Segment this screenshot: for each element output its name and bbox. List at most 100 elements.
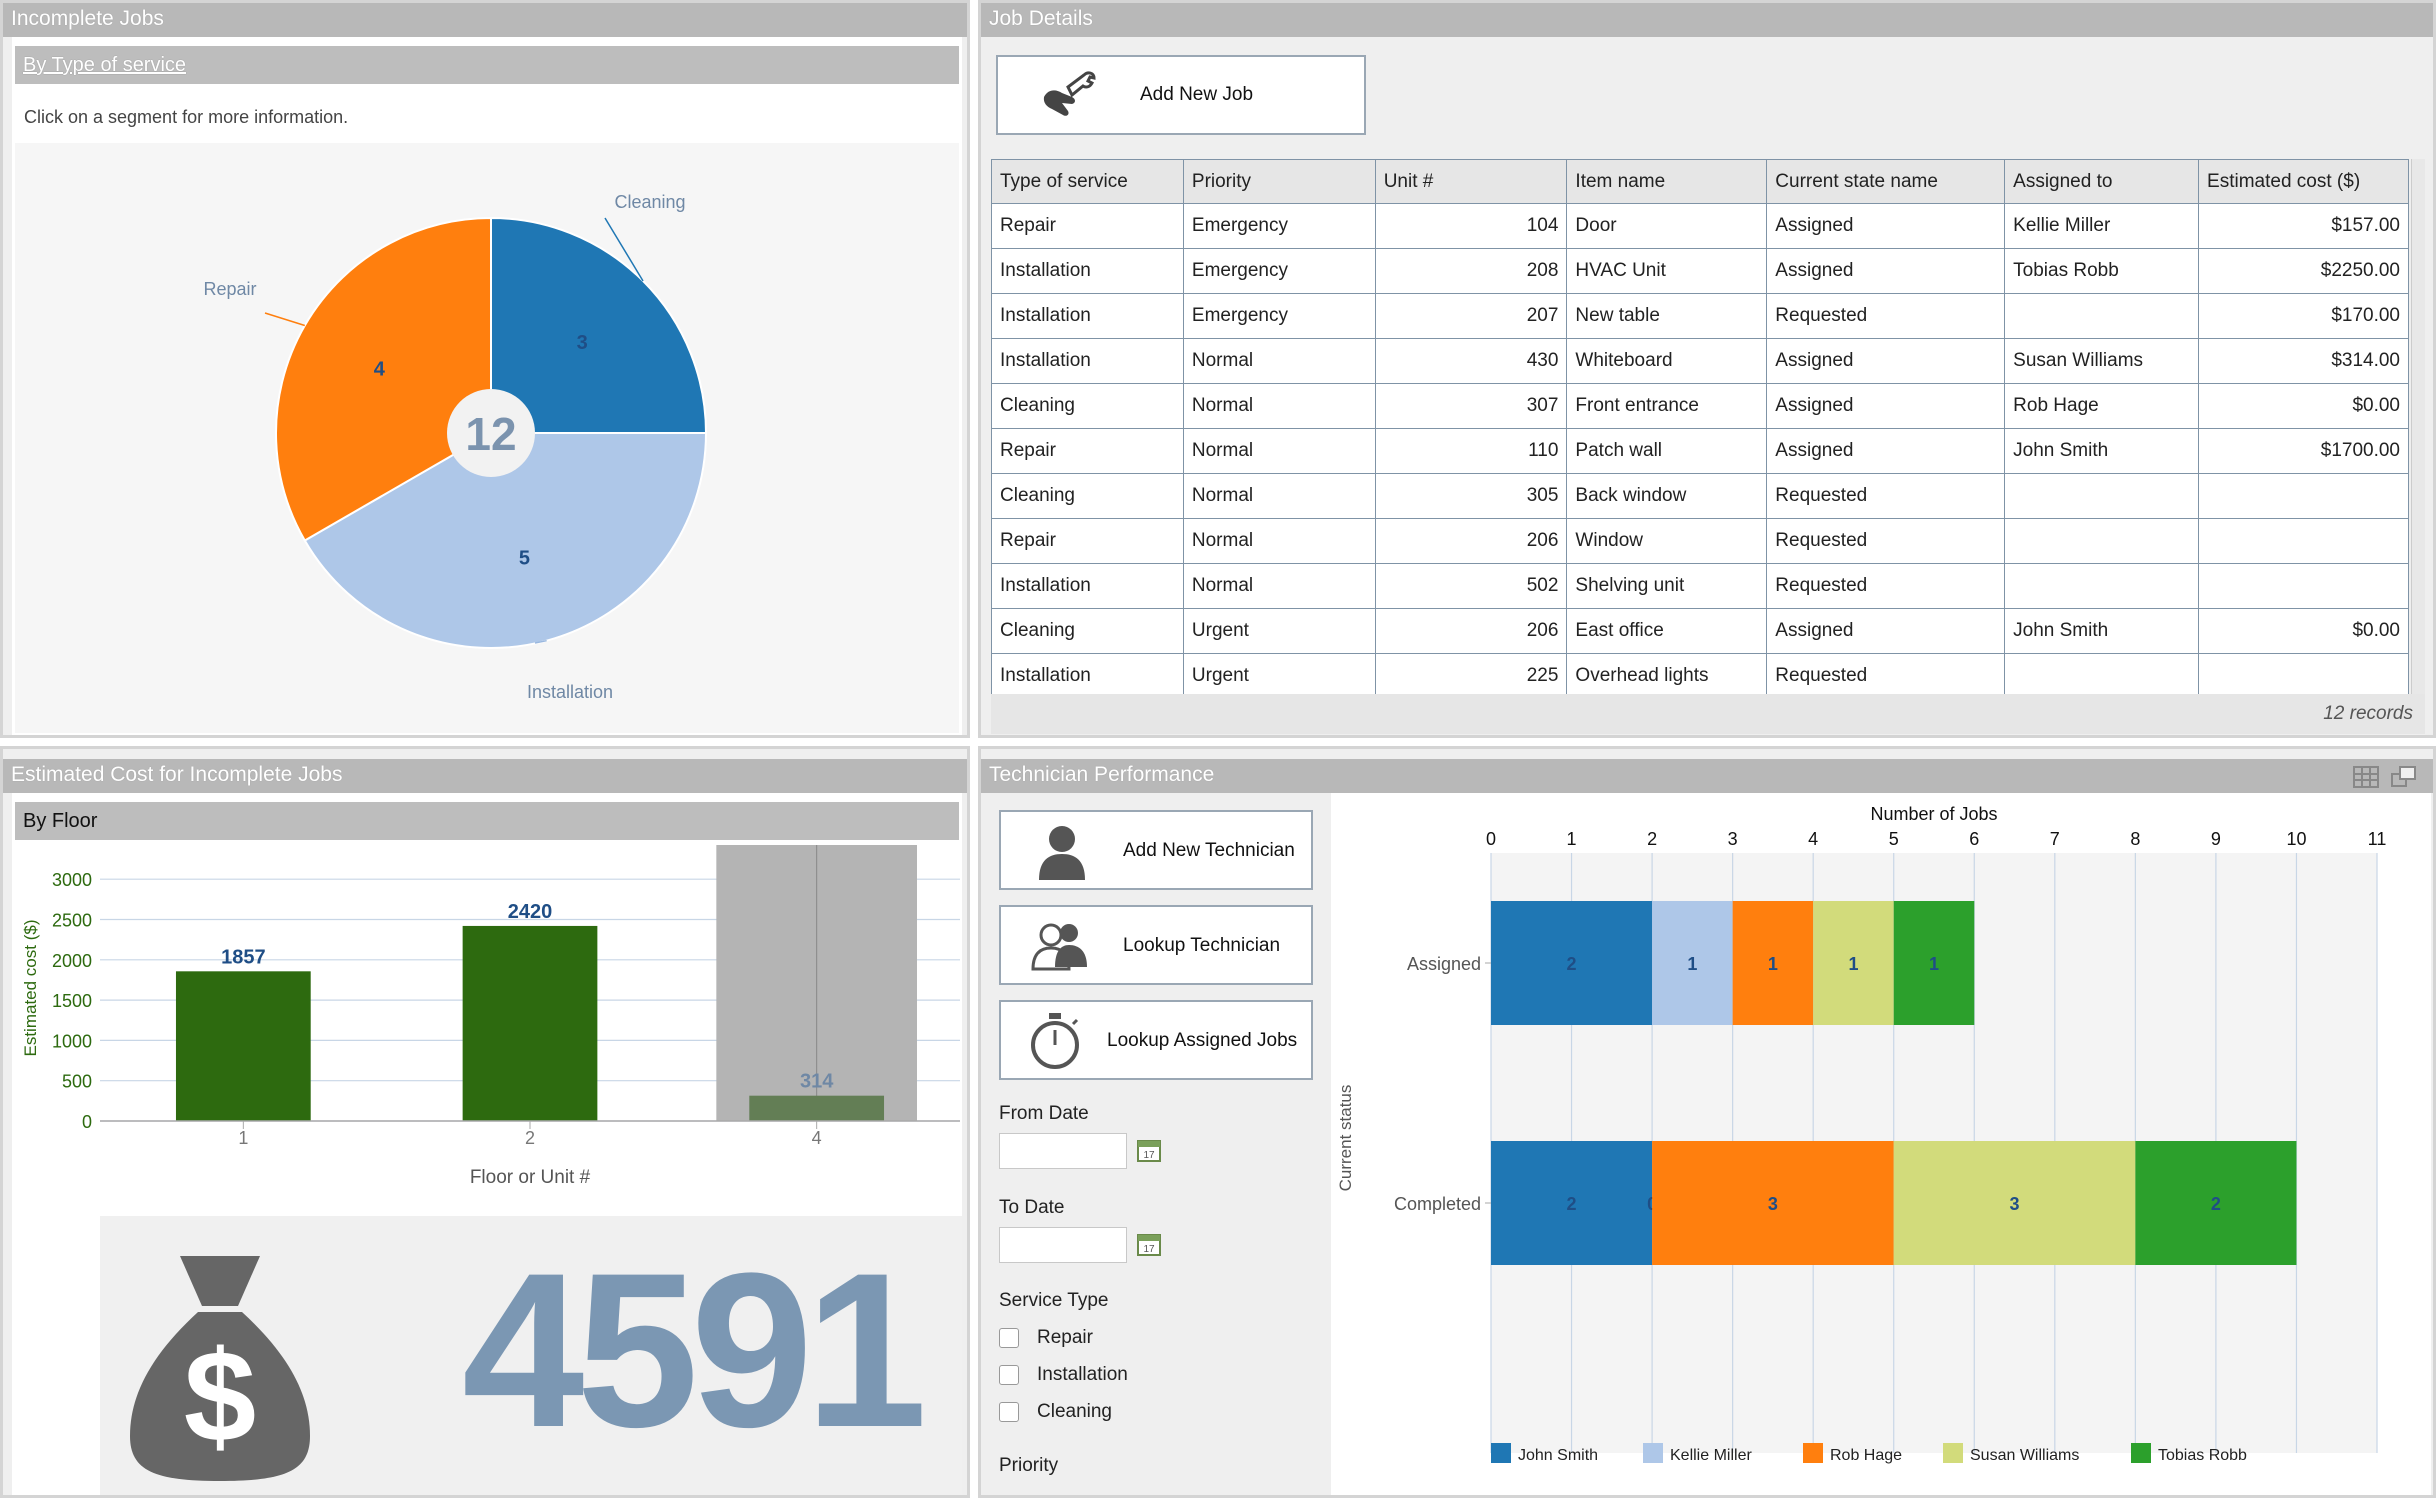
table-row[interactable]: Installation Normal 430 Whiteboard Assigned S… [991,338,2409,384]
column-header[interactable]: Current state name [1766,159,2006,204]
segment-value-label: 2 [1567,954,1577,974]
legend-swatch[interactable] [2131,1443,2151,1463]
column-header[interactable]: Type of service [991,159,1184,204]
lookup-technician-button[interactable]: Lookup Technician [999,905,1313,985]
stacked-segment-john-smith[interactable] [1491,901,1653,1025]
repair-checkbox[interactable] [999,1328,1019,1348]
table-cell: Assigned [1766,383,2006,429]
segment-value-label: 2 [1567,1194,1577,1214]
y-category-label: Assigned [1407,954,1481,974]
stacked-segment-susan-williams[interactable] [1813,901,1894,1025]
bar-floor-1[interactable] [175,971,311,1121]
table-scrollbar[interactable] [2411,159,2425,694]
stacked-segment-kellie-miller[interactable] [1652,901,1733,1025]
bar-floor-4[interactable] [749,1095,885,1121]
stacked-segment-tobias-robb[interactable] [1893,901,1975,1025]
add-new-job-button[interactable]: Add New Job [996,55,1366,135]
segment-value-label: 1 [1848,954,1858,974]
from-date-calendar-icon[interactable]: 17 [1136,1137,1162,1163]
table-cell [2198,518,2409,564]
table-cell: Window [1566,518,1768,564]
add-new-technician-button[interactable]: Add New Technician [999,810,1313,890]
table-header-row: Type of service Priority Unit # Item name Cu… [991,159,2409,204]
table-cell: Installation [991,338,1184,384]
bar-value-label: 314 [800,1071,834,1093]
column-header[interactable]: Assigned to [2004,159,2200,204]
pie-slice-repair[interactable] [275,216,492,542]
table-cell: Installation [991,293,1184,339]
stacked-segment-rob-hage[interactable] [1732,901,1814,1025]
table-cell [2004,293,2200,339]
x-tick-label: 6 [1969,829,1979,849]
table-row[interactable]: Repair Normal 110 Patch wall Assigned John Sm… [991,428,2409,474]
cleaning-checkbox[interactable] [999,1402,1019,1422]
table-row[interactable]: Repair Emergency 104 Door Assigned Kellie Mil… [991,203,2409,249]
stopwatch-icon [1031,1013,1079,1069]
x-tick-label: 7 [2050,829,2060,849]
pie-slice-cleaning[interactable] [490,216,708,434]
table-cell: Normal [1182,428,1376,474]
table-row[interactable]: Installation Normal 502 Shelving unit Reques… [991,563,2409,609]
service-type-label: Service Type [999,1290,1109,1311]
legend-swatch[interactable] [1943,1443,1963,1463]
by-type-of-service-header[interactable]: By Type of service [15,46,959,84]
table-cell: 206 [1374,608,1568,654]
to-date-input[interactable] [999,1227,1127,1263]
table-cell: Installation [991,248,1184,294]
lookup-assigned-jobs-button[interactable]: Lookup Assigned Jobs [999,1000,1313,1080]
table-row[interactable]: Installation Emergency 207 New table Request… [991,293,2409,339]
column-header[interactable]: Priority [1182,159,1376,204]
table-body: Repair Emergency 104 Door Assigned Kellie Mil… [991,203,2409,694]
job-table-container[interactable]: Type of service Priority Unit # Item name Cu… [991,159,2409,694]
installation-checkbox[interactable] [999,1365,1019,1385]
table-cell: Overhead lights [1566,653,1768,694]
legend-swatch[interactable] [1643,1443,1663,1463]
x-axis-title: Floor or Unit # [470,1167,591,1188]
x-tick-label: 5 [1889,829,1899,849]
table-row[interactable]: Repair Normal 206 Window Requested [991,518,2409,564]
svg-text:17: 17 [1143,1150,1155,1161]
table-cell: Urgent [1182,608,1376,654]
segment-value-label: 1 [1929,954,1939,974]
table-cell: Requested [1766,563,2006,609]
by-type-of-service-label: By Type of service [23,54,187,76]
table-cell [2198,473,2409,519]
records-count: 12 records [2323,703,2413,724]
job-details-panel: Job Details Add New Job Type of service P… [978,0,2436,738]
column-header[interactable]: Estimated cost ($) [2198,159,2409,204]
legend-swatch[interactable] [1803,1443,1823,1463]
segment-value-label: 2 [2211,1194,2221,1214]
estimated-cost-title: Estimated Cost for Incomplete Jobs [3,759,967,793]
svg-text:$: $ [184,1323,256,1469]
to-date-calendar-icon[interactable]: 17 [1136,1231,1162,1257]
stacked-segment-tobias-robb[interactable] [2135,1141,2297,1265]
legend-swatch[interactable] [1491,1443,1511,1463]
table-cell: Whiteboard [1566,338,1768,384]
from-date-input[interactable] [999,1133,1127,1169]
table-cell: Repair [991,203,1184,249]
table-cell: Door [1566,203,1768,249]
table-cell: 430 [1374,338,1568,384]
by-floor-label: By Floor [23,810,98,832]
stacked-segment-susan-williams[interactable] [1893,1141,2136,1265]
table-row[interactable]: Cleaning Normal 307 Front entrance Assigned R… [991,383,2409,429]
cleaning-checkbox-label: Cleaning [1037,1401,1112,1422]
table-row[interactable]: Installation Emergency 208 HVAC Unit Assigne… [991,248,2409,294]
column-header[interactable]: Unit # [1374,159,1568,204]
table-cell [2004,518,2200,564]
stacked-segment-john-smith[interactable] [1491,1141,1653,1265]
stacked-segment-rob-hage[interactable] [1652,1141,1894,1265]
table-row[interactable]: Installation Urgent 225 Overhead lights Requ… [991,653,2409,694]
lookup-assigned-jobs-label: Lookup Assigned Jobs [1107,1030,1298,1051]
job-details-table: Type of service Priority Unit # Item name Cu… [991,159,2409,694]
popout-window-icon[interactable] [2391,766,2417,788]
money-bag-icon: $ [130,1256,310,1481]
column-header[interactable]: Item name [1566,159,1768,204]
incomplete-jobs-title: Incomplete Jobs [3,3,967,37]
bar-floor-2[interactable] [462,925,598,1121]
table-cell: Normal [1182,563,1376,609]
incomplete-jobs-body: By Type of service Click on a segment fo… [12,37,962,735]
table-row[interactable]: Cleaning Urgent 206 East office Assigned John… [991,608,2409,654]
table-view-icon[interactable] [2353,766,2379,788]
table-row[interactable]: Cleaning Normal 305 Back window Requested [991,473,2409,519]
